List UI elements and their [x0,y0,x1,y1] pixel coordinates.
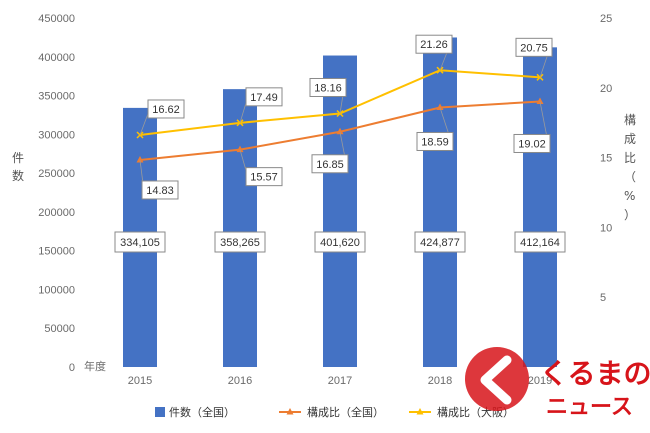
left-tick-label: 250000 [38,168,75,180]
left-axis-title: 件数 [12,151,24,183]
line-value-label: 18.16 [314,82,342,94]
right-axis-ticks: 5 10 15 20 25 [600,13,612,304]
legend: 件数（全国） 構成比（全国） 構成比（大阪） [155,405,514,419]
x-tick-label: 2015 [128,375,152,387]
line-value-label: 21.26 [420,39,448,51]
line-label-box [245,87,283,107]
right-tick-label: 25 [600,13,612,25]
bar-data-labels: 334,105 358,265 401,620 424,877 412,164 [114,231,566,253]
line-marker [336,127,344,135]
left-tick-label: 0 [69,362,75,374]
line-label-box [245,167,283,187]
logo-chevron-icon [480,355,512,405]
line-label-box [309,77,347,97]
line-value-label: 16.85 [316,159,344,171]
line-value-label: 17.49 [250,92,278,104]
x-tick-label: 2017 [328,375,352,387]
line-label-box [513,133,551,153]
left-tick-label: 200000 [38,207,75,219]
line-data-labels: 14.83 15.57 16.85 18.59 19.02 16.62 17.49 18.16… [139,34,553,200]
right-tick-label: 20 [600,83,612,95]
left-tick-label: 150000 [38,246,75,258]
right-tick-label: 15 [600,153,612,165]
legend-label: 件数（全国） [169,405,235,419]
bar-2016 [223,89,257,367]
line-value-label: 16.62 [152,104,180,116]
kurumanonews-logo: くるまの ニュース [465,347,650,420]
left-tick-label: 300000 [38,129,75,141]
right-axis-title: 構成比（%） [624,113,636,222]
bar-label-box [314,231,366,253]
legend-marker [286,408,294,415]
line-marker [536,97,544,104]
left-tick-label: 350000 [38,91,75,103]
x-tick-label: 2019 [528,375,552,387]
line-label-box [311,154,349,174]
logo-text-line2: ニュース [546,395,633,420]
logo-mark-icon [465,347,529,411]
bar-value-label: 424,877 [420,237,460,249]
bar-value-label: 401,620 [320,237,360,249]
bar-value-label: 358,265 [220,237,260,249]
left-tick-label: 100000 [38,284,75,296]
bar-label-box [114,231,166,253]
line-value-label: 15.57 [250,172,278,184]
line-label-box [515,37,553,57]
line-marker [436,103,444,110]
x-axis-title: 年度 [84,359,106,373]
line-label-box [416,131,454,151]
right-tick-label: 5 [600,292,606,304]
legend-label: 構成比（全国） [307,405,384,419]
line-value-label: 14.83 [146,185,174,197]
bar-2019 [523,47,557,367]
line-label-box [415,34,453,54]
bar-2018 [423,37,457,367]
x-tick-label: 2018 [428,375,452,387]
line-marker [136,155,144,163]
bar-label-box [214,231,266,253]
bar-2017 [323,55,357,368]
left-tick-label: 450000 [38,13,75,25]
line-value-label: 20.75 [520,42,548,54]
bar-value-label: 412,164 [520,237,560,249]
x-tick-label: 2016 [228,375,252,387]
legend-marker [416,408,424,415]
legend-swatch [155,407,165,417]
bar-series [123,37,557,368]
line-value-label: 19.02 [518,138,546,150]
left-tick-label: 50000 [44,323,75,335]
line-value-label: 18.59 [421,136,449,148]
right-tick-label: 10 [600,222,612,234]
bar-value-label: 334,105 [120,237,160,249]
left-axis-ticks: 0 50000 100000 150000 200000 250000 300000 3500… [38,13,75,374]
bar-label-box [514,231,566,253]
logo-text-line1: くるまの [540,357,650,390]
x-axis-ticks: 2015 2016 2017 2018 2019 [128,375,552,387]
bar-label-box [414,231,466,253]
left-tick-label: 400000 [38,52,75,64]
line-label-box [141,180,179,200]
line-label-box [147,99,185,119]
line-marker [236,145,244,153]
